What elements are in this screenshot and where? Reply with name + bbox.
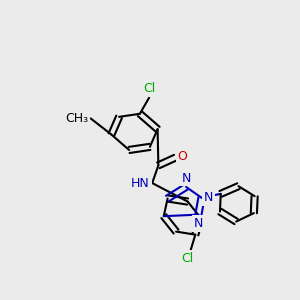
Text: N: N: [194, 217, 203, 230]
Text: Cl: Cl: [182, 252, 194, 266]
Text: N: N: [182, 172, 191, 184]
Text: N: N: [204, 191, 213, 204]
Text: Cl: Cl: [143, 82, 155, 95]
Text: HN: HN: [131, 177, 150, 190]
Text: O: O: [178, 150, 188, 163]
Text: CH₃: CH₃: [65, 112, 88, 125]
